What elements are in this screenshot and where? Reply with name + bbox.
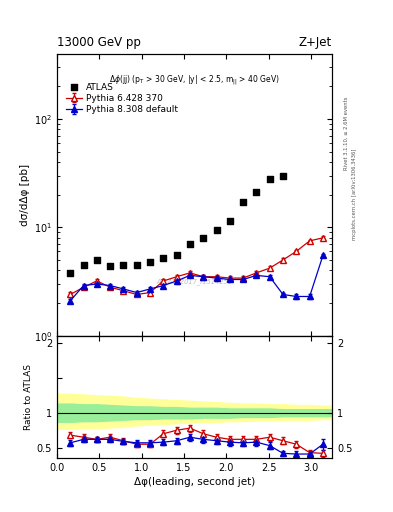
Text: Z+Jet: Z+Jet	[299, 36, 332, 49]
ATLAS	[134, 261, 140, 269]
ATLAS	[147, 258, 153, 266]
ATLAS	[67, 269, 73, 277]
ATLAS	[120, 261, 127, 269]
ATLAS	[266, 175, 273, 183]
ATLAS	[253, 188, 259, 197]
Y-axis label: Ratio to ATLAS: Ratio to ATLAS	[24, 364, 33, 430]
ATLAS	[107, 262, 113, 270]
ATLAS	[94, 256, 100, 264]
ATLAS	[200, 234, 206, 242]
ATLAS	[187, 240, 193, 248]
ATLAS	[160, 254, 167, 262]
ATLAS	[81, 261, 87, 269]
ATLAS	[174, 251, 180, 260]
X-axis label: Δφ(leading, second jet): Δφ(leading, second jet)	[134, 477, 255, 487]
Text: ATLAS_2017_I1514251: ATLAS_2017_I1514251	[156, 278, 233, 285]
Text: 13000 GeV pp: 13000 GeV pp	[57, 36, 141, 49]
ATLAS	[227, 217, 233, 225]
ATLAS	[213, 226, 220, 234]
ATLAS	[240, 198, 246, 206]
Y-axis label: dσ/dΔφ [pb]: dσ/dΔφ [pb]	[20, 164, 29, 226]
Text: $\Delta\phi$(jj) (p$_{\rm T}$ > 30 GeV, |y| < 2.5, m$_{||}$ > 40 GeV): $\Delta\phi$(jj) (p$_{\rm T}$ > 30 GeV, …	[109, 74, 280, 88]
ATLAS	[280, 172, 286, 180]
Legend: ATLAS, Pythia 6.428 370, Pythia 8.308 default: ATLAS, Pythia 6.428 370, Pythia 8.308 de…	[64, 81, 180, 116]
Text: mcplots.cern.ch [arXiv:1306.3436]: mcplots.cern.ch [arXiv:1306.3436]	[352, 149, 357, 240]
Text: Rivet 3.1.10, ≥ 2.6M events: Rivet 3.1.10, ≥ 2.6M events	[344, 96, 349, 170]
